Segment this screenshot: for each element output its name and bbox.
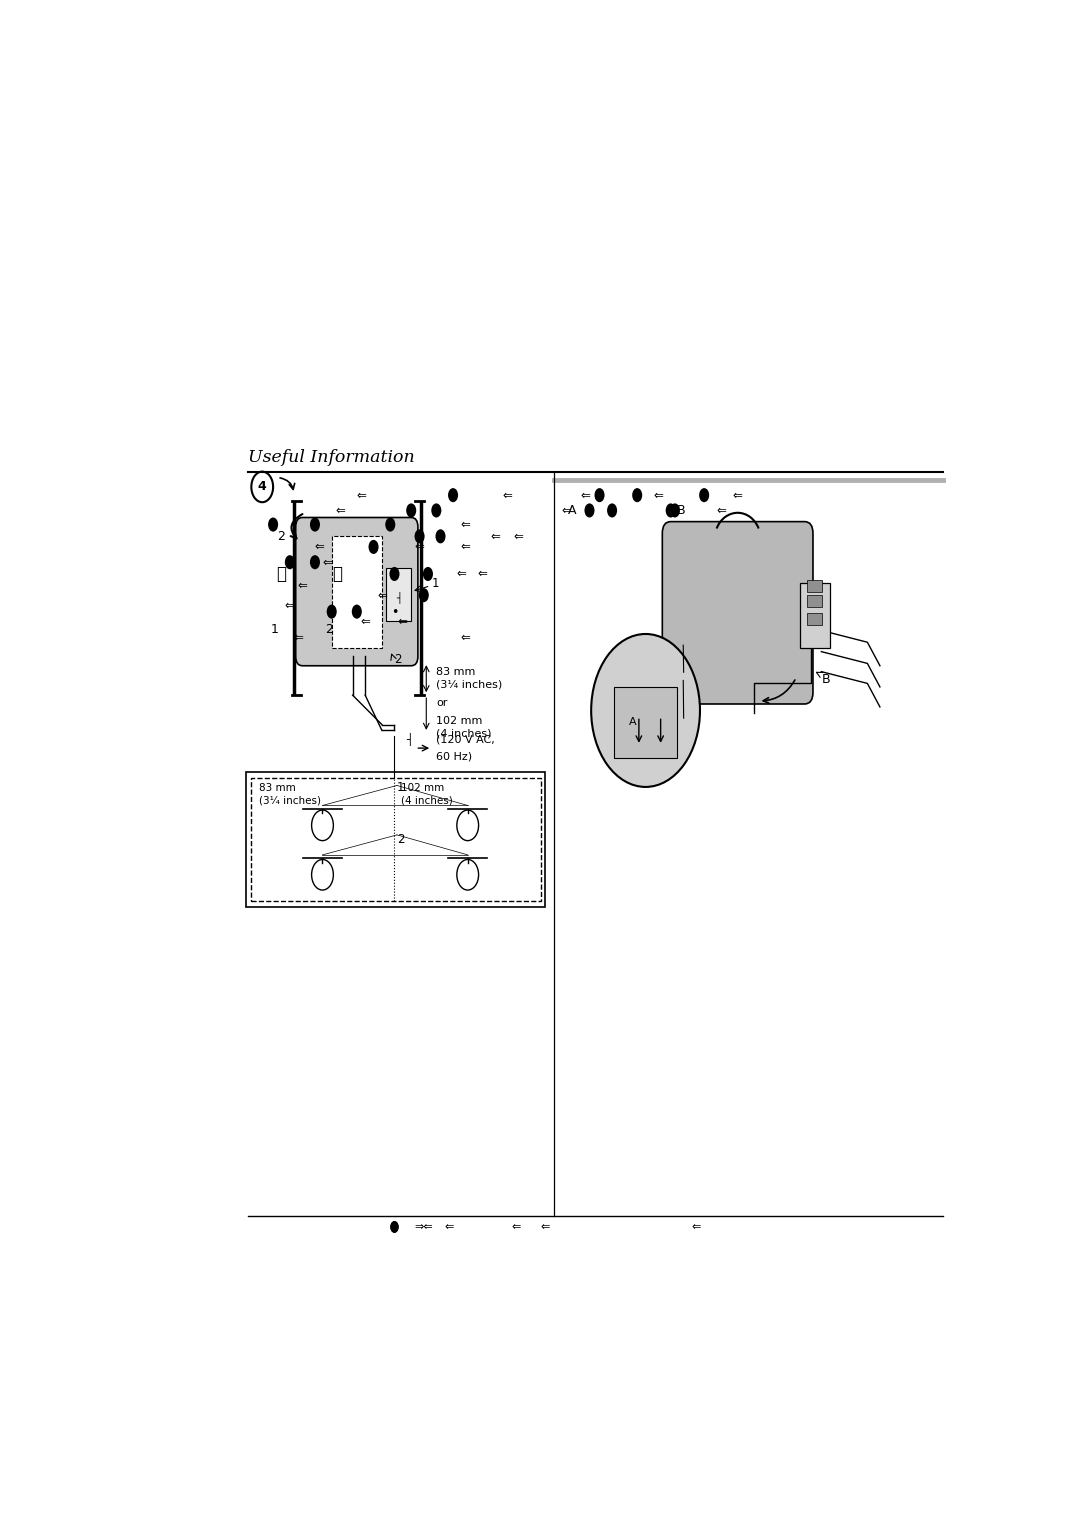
Text: ⇐: ⇐ (580, 489, 591, 501)
Text: ⇐: ⇐ (513, 530, 524, 542)
Bar (246, 772, 545, 908)
Text: ⇐: ⇐ (377, 588, 387, 602)
Text: (4 inches): (4 inches) (436, 729, 491, 740)
Bar (800, 584, 829, 648)
Text: •: • (391, 607, 399, 619)
Circle shape (632, 487, 643, 503)
Text: A: A (630, 717, 637, 727)
Text: ⇐: ⇐ (653, 489, 663, 501)
Text: ⇐: ⇐ (314, 541, 324, 553)
Circle shape (415, 529, 424, 544)
Text: ⇐: ⇐ (444, 1222, 454, 1232)
Text: ⇒⇐: ⇒⇐ (415, 1222, 433, 1232)
Text: ⇐: ⇐ (461, 541, 471, 553)
Text: 1: 1 (397, 781, 405, 795)
Text: ⇐: ⇐ (285, 599, 295, 613)
Text: ⇐: ⇐ (335, 504, 345, 516)
Text: 102 mm
(4 inches): 102 mm (4 inches) (401, 784, 453, 805)
Circle shape (352, 605, 362, 619)
Text: Useful Information: Useful Information (248, 449, 415, 466)
Circle shape (584, 503, 594, 518)
Circle shape (386, 518, 395, 532)
Circle shape (368, 539, 379, 555)
Text: 2: 2 (394, 654, 402, 666)
Circle shape (591, 634, 700, 787)
Text: ┤: ┤ (395, 591, 402, 604)
Text: ⇐: ⇐ (415, 541, 424, 553)
Circle shape (699, 487, 710, 503)
Text: ⇐: ⇐ (361, 614, 370, 628)
Text: 4: 4 (258, 480, 267, 494)
Text: 2: 2 (278, 530, 285, 542)
Bar (387, 568, 411, 620)
Text: 2: 2 (397, 833, 405, 847)
Circle shape (406, 503, 416, 518)
Text: ┤: ┤ (406, 733, 413, 746)
Text: A: A (568, 504, 577, 516)
Text: ⇐: ⇐ (502, 489, 512, 501)
Bar (251, 778, 541, 902)
Text: ⇐: ⇐ (397, 614, 408, 628)
Text: ⤵: ⤵ (276, 565, 286, 584)
Text: ⇐: ⇐ (540, 1222, 550, 1232)
Text: ⇐: ⇐ (457, 567, 467, 581)
Circle shape (310, 518, 320, 532)
Circle shape (665, 503, 676, 518)
Text: 83 mm: 83 mm (436, 666, 475, 677)
Text: ⇐: ⇐ (323, 556, 333, 568)
Text: ⇐: ⇐ (490, 530, 500, 542)
Circle shape (390, 1221, 399, 1233)
Circle shape (390, 567, 400, 581)
Circle shape (285, 555, 295, 570)
Circle shape (607, 503, 617, 518)
Circle shape (435, 529, 446, 544)
Text: ⇐: ⇐ (461, 518, 471, 532)
Bar (332, 536, 382, 648)
Text: ⤵: ⤵ (333, 565, 342, 584)
Text: 83 mm
(3¹⁄₄ inches): 83 mm (3¹⁄₄ inches) (259, 784, 321, 805)
Text: B: B (822, 674, 829, 686)
Text: ⇐: ⇐ (297, 579, 308, 593)
Text: (120 V AC,: (120 V AC, (436, 735, 495, 744)
Bar (807, 579, 822, 591)
Circle shape (670, 503, 680, 518)
Bar (807, 613, 822, 625)
Circle shape (423, 567, 433, 581)
Bar (807, 594, 822, 607)
Text: ⇐: ⇐ (732, 489, 743, 501)
Text: ⇐: ⇐ (461, 631, 471, 643)
Text: or: or (436, 698, 448, 709)
Text: 60 Hz): 60 Hz) (436, 752, 472, 761)
FancyBboxPatch shape (296, 518, 418, 666)
Text: ⇐: ⇐ (562, 504, 571, 516)
Circle shape (310, 555, 320, 570)
Circle shape (326, 605, 337, 619)
Circle shape (594, 487, 605, 503)
Circle shape (419, 588, 429, 602)
Text: ⇐: ⇐ (477, 567, 487, 581)
FancyBboxPatch shape (662, 521, 813, 704)
Text: B: B (676, 504, 685, 516)
Text: 1: 1 (271, 623, 279, 636)
Bar (613, 688, 677, 758)
Circle shape (448, 487, 458, 503)
Text: 102 mm: 102 mm (436, 717, 483, 726)
Text: ⇐: ⇐ (356, 489, 366, 501)
Text: ⇐: ⇐ (716, 504, 726, 516)
Circle shape (390, 1221, 399, 1233)
Text: ⇐: ⇐ (511, 1222, 521, 1232)
Text: 2: 2 (325, 623, 333, 636)
Circle shape (431, 503, 442, 518)
Circle shape (268, 518, 279, 532)
Text: ⇐: ⇐ (294, 631, 303, 643)
Text: ⇐: ⇐ (691, 1222, 701, 1232)
Text: 1: 1 (432, 578, 440, 590)
Text: (3¹⁄₄ inches): (3¹⁄₄ inches) (436, 680, 502, 689)
